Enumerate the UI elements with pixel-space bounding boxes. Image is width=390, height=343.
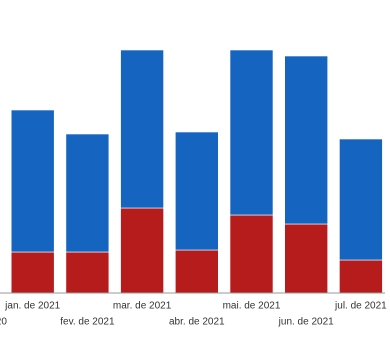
bar-segment — [229, 214, 274, 294]
bar-segment — [284, 223, 329, 294]
x-tick-label: fev. de 2021 — [60, 317, 115, 328]
bar-segment — [229, 49, 274, 216]
bar-segment — [175, 131, 219, 251]
x-tick-label: jul. de 2021 — [334, 301, 387, 312]
bar-segment — [120, 49, 164, 209]
x-tick-label: jan. de 2021 — [4, 301, 60, 312]
bar-segment — [10, 109, 55, 253]
bar-segment — [120, 207, 164, 294]
bar-segment — [339, 259, 383, 294]
bar-segment — [65, 251, 110, 294]
x-tick-label: jun. de 2021 — [278, 317, 334, 328]
x-tick-label: dez. de 2020 — [0, 317, 7, 328]
x-tick-label: mai. de 2021 — [223, 301, 281, 312]
bar-segment — [175, 249, 219, 294]
bar-segment — [65, 133, 110, 253]
x-tick-label: abr. de 2021 — [169, 317, 225, 328]
bar-segment — [10, 251, 55, 294]
bar-segment — [339, 138, 383, 261]
x-tick-label: mar. de 2021 — [113, 301, 172, 312]
bar-segment — [284, 55, 329, 225]
